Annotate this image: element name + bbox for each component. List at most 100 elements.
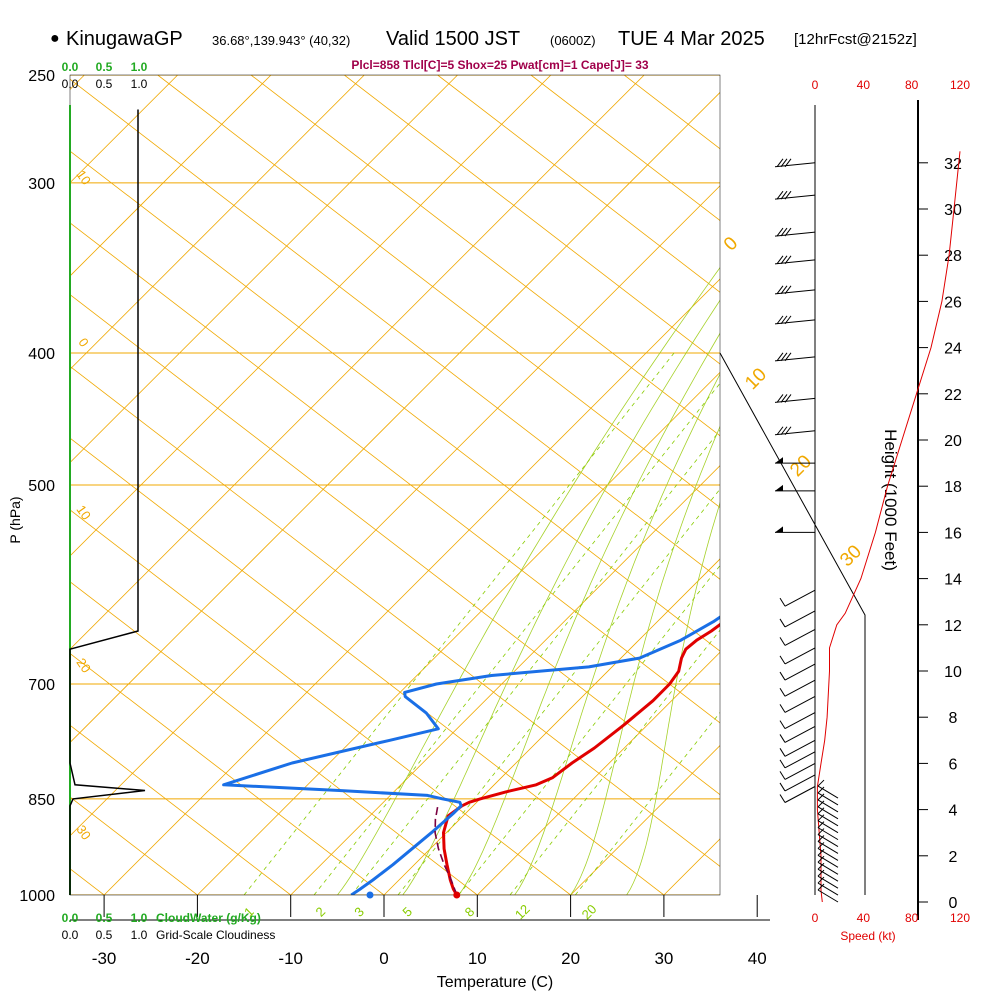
temp-axis-label: Temperature (C) [437, 974, 553, 991]
wind-barb-flag [817, 786, 825, 794]
wind-barb [774, 315, 816, 325]
isotherm-left-label: 0 [75, 335, 91, 350]
wind-barb-flag [780, 315, 788, 325]
wind-barb-flag [779, 597, 786, 607]
wind-barb-flag [776, 394, 784, 403]
speed-top-tick: 0 [812, 78, 819, 92]
pressure-tick-label: 700 [28, 677, 55, 694]
dry-adiabat [437, 75, 720, 293]
temp-tick-label: 10 [468, 949, 487, 968]
cloudiness-profile [69, 109, 146, 895]
mixing-ratio-line [313, 382, 720, 895]
wind-barb-flag [780, 285, 788, 295]
moist-adiabat [626, 501, 720, 895]
wind-barb-flag [779, 704, 786, 713]
mixing-ratio-line [574, 711, 720, 895]
wind-barb-flag [817, 835, 825, 842]
wind-barb-staff [784, 647, 816, 665]
wind-barb [817, 835, 839, 854]
height-tick-label: 8 [949, 710, 958, 727]
wind-barb-flag [780, 190, 788, 200]
cloudiness-top-tick: 0.5 [96, 77, 113, 91]
dry-adiabat [70, 652, 385, 895]
wind-barb [817, 842, 839, 861]
wind-barb-staff [817, 841, 839, 854]
wind-barb-flag [817, 869, 825, 877]
wind-barb [775, 457, 815, 464]
wind-barb-staff [784, 774, 816, 792]
pressure-tick-label: 1000 [19, 888, 55, 905]
wind-barb-flag [817, 779, 825, 787]
mixing-ratio-label: 2 [312, 904, 328, 920]
skew-frame-edge [719, 352, 866, 895]
wind-barb [779, 679, 816, 697]
isotherm-line [851, 75, 1000, 895]
isotherm-line [70, 75, 645, 650]
wind-barb [817, 821, 839, 841]
dry-adiabat [70, 509, 571, 895]
pressure-axis-label: P (hPa) [7, 496, 23, 543]
cloudwater-bottom-tick: 0.5 [96, 911, 113, 925]
isotherm-line [477, 651, 720, 895]
wind-barb-flag [779, 637, 786, 646]
wind-barb-flag [817, 862, 825, 870]
mixing-ratio-line [397, 488, 720, 895]
wind-barb-staff [784, 751, 816, 769]
wind-barb-flag [779, 720, 786, 729]
wind-barb-staff [817, 806, 839, 820]
wind-barb-flag [817, 848, 825, 856]
wind-barb [779, 725, 816, 743]
dry-adiabat [70, 437, 665, 895]
cloudwater-top-tick: 1.0 [131, 60, 148, 74]
wind-barb [817, 862, 839, 882]
pressure-tick-label: 300 [28, 176, 55, 193]
wind-barb-flag [780, 227, 788, 237]
wind-barb-flag [784, 190, 792, 200]
wind-barb-staff [817, 847, 839, 861]
wind-barb [817, 869, 839, 889]
cloudwater-bottom-tick: 1.0 [131, 911, 148, 925]
wind-barb [779, 786, 816, 803]
dry-adiabat [530, 75, 720, 221]
wind-barb-flag [776, 158, 784, 168]
mixing-ratio-label: 8 [462, 904, 478, 920]
wind-barb-flag [817, 876, 825, 884]
speed-bottom-tick: 40 [857, 911, 871, 925]
wind-barb-flag [779, 782, 786, 792]
wind-barb-flag [784, 315, 792, 325]
wind-barb [775, 526, 815, 533]
wind-barb-staff [817, 861, 839, 875]
wind-barb-staff [817, 889, 839, 903]
wind-barb [817, 807, 839, 827]
dry-adiabat [70, 222, 720, 724]
temp-tick-label: 30 [654, 949, 673, 968]
height-tick-label: 24 [944, 341, 962, 358]
height-tick-label: 0 [949, 895, 958, 912]
mixing-ratio-label: 5 [399, 904, 415, 920]
wind-barb-flag [817, 842, 825, 849]
wind-barb [774, 190, 816, 200]
wind-barb-flag [779, 734, 786, 743]
wind-barb-flag [779, 687, 786, 697]
wind-barb-flag [779, 794, 786, 803]
wind-barb-staff [784, 679, 816, 697]
wind-barb-staff [784, 663, 816, 681]
wind-barb-staff [817, 834, 839, 847]
wind-barb-staff [817, 854, 839, 868]
wind-barb-flag [784, 227, 792, 237]
cloudwater-top-tick: 0.5 [96, 60, 113, 74]
isotherm-left-label: 10 [73, 167, 94, 187]
mixing-ratio-label: 12 [512, 901, 533, 922]
moist-adiabat [337, 266, 720, 895]
wind-barb-flag [784, 285, 792, 295]
isotherm-line [70, 185, 720, 837]
moist-adiabat [514, 373, 720, 895]
wind-barb-pennant [775, 457, 783, 464]
wind-barb-flag [780, 255, 788, 265]
cloudiness-bottom-tick: 0.5 [96, 928, 113, 942]
wind-barb [779, 610, 816, 628]
cloudwater-top-tick: 0.0 [62, 60, 79, 74]
wind-barb-staff [784, 712, 816, 730]
mixing-ratio-line [351, 429, 720, 895]
speed-top-tick: 120 [950, 78, 970, 92]
